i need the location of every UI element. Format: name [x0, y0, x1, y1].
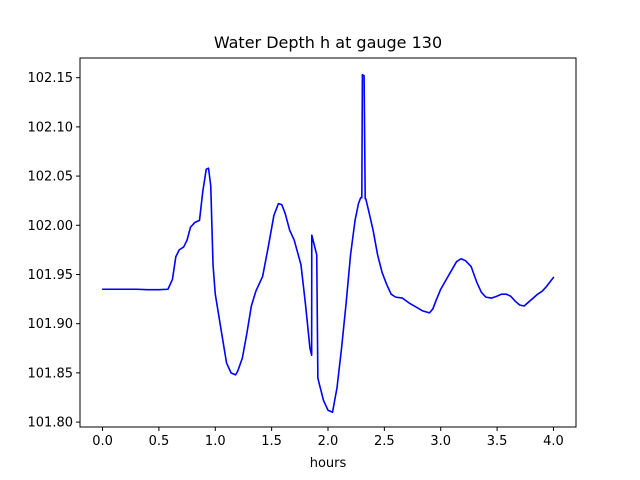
- x-tick-label: 1.5: [261, 434, 282, 449]
- y-tick-label: 102.00: [28, 219, 74, 234]
- x-tick-label: 2.5: [374, 434, 395, 449]
- plot-frame: [79, 57, 577, 428]
- plot-area: [80, 58, 576, 427]
- chart-title: Water Depth h at gauge 130: [214, 33, 442, 52]
- x-tick-label: 2.0: [318, 434, 339, 449]
- y-tick-label: 102.05: [28, 170, 74, 185]
- series-line-water-depth: [101, 73, 555, 414]
- y-tick-label: 101.95: [28, 268, 74, 283]
- y-tick-label: 102.15: [28, 71, 74, 86]
- x-tick-label: 3.0: [430, 434, 451, 449]
- y-tick-label: 101.80: [28, 416, 74, 431]
- x-tick-label: 1.0: [205, 434, 226, 449]
- ticks-layer: 0.0 0.5 1.0 1.5 2.0 2.5 3.0 3.5 4.0 101.80 101.85 1…: [28, 71, 564, 449]
- x-tick-label: 3.5: [487, 434, 508, 449]
- y-tick-label: 101.85: [28, 366, 74, 381]
- x-axis-label: hours: [310, 456, 347, 471]
- y-tick-label: 101.90: [28, 317, 74, 332]
- x-tick-label: 0.0: [92, 434, 113, 449]
- y-tick-label: 102.10: [28, 120, 74, 135]
- x-tick-label: 4.0: [543, 434, 564, 449]
- x-tick-label: 0.5: [149, 434, 170, 449]
